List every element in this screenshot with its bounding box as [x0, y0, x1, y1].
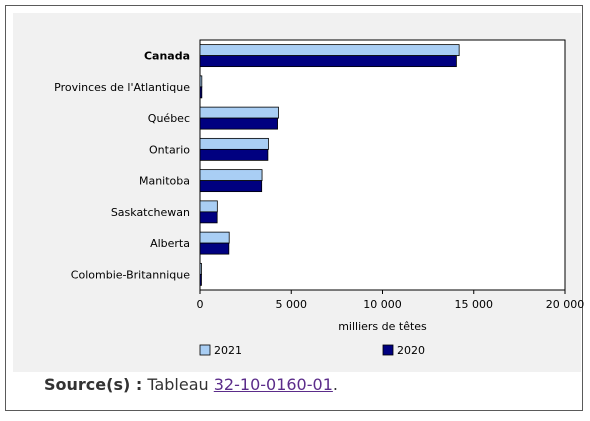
- bar-2020-saskatchewan: [199, 211, 218, 224]
- bar-2020-provinces-de-l-atlantique: [199, 86, 203, 99]
- source-text: Tableau: [147, 375, 214, 394]
- bar-2021-colombie-britannique: [199, 262, 202, 275]
- bar-2020-ontario: [199, 148, 269, 161]
- category-label: Saskatchewan: [111, 206, 190, 219]
- legend-swatch-2021: [199, 344, 211, 356]
- category-label: Ontario: [149, 143, 190, 156]
- category-label: Canada: [144, 50, 190, 63]
- bar-2021-canada: [199, 44, 460, 57]
- x-tick-label: 5 000: [276, 298, 308, 311]
- legend-swatch-2020: [382, 344, 394, 356]
- plot-area: [199, 39, 566, 291]
- bar-2021-manitoba: [199, 169, 263, 182]
- x-tick-label: 15 000: [455, 298, 494, 311]
- source-label: Source(s) :: [44, 375, 143, 394]
- x-tick-label: 10 000: [363, 298, 402, 311]
- bar-2021-qu-bec: [199, 106, 279, 119]
- bar-2020-manitoba: [199, 180, 263, 193]
- source-line: Source(s) : Tableau 32-10-0160-01.: [44, 375, 338, 394]
- bar-2020-canada: [199, 55, 457, 68]
- x-axis-label: milliers de têtes: [338, 320, 427, 333]
- category-label: Provinces de l'Atlantique: [54, 81, 190, 94]
- source-suffix: .: [332, 375, 338, 394]
- legend-label-2020: 2020: [397, 344, 425, 357]
- bar-2020-colombie-britannique: [199, 273, 202, 286]
- category-label: Colombie-Britannique: [71, 268, 190, 281]
- x-tick-label: 20 000: [546, 298, 585, 311]
- bar-2021-ontario: [199, 137, 269, 150]
- category-label: Québec: [148, 112, 190, 125]
- bar-2021-provinces-de-l-atlantique: [199, 75, 203, 88]
- bar-2021-saskatchewan: [199, 200, 218, 213]
- category-label: Alberta: [150, 237, 190, 250]
- category-label: Manitoba: [139, 175, 190, 188]
- bar-2020-qu-bec: [199, 117, 278, 130]
- bar-2020-alberta: [199, 242, 230, 255]
- source-table-link[interactable]: 32-10-0160-01: [213, 375, 333, 394]
- bar-2021-alberta: [199, 231, 230, 244]
- x-tick-label: 0: [197, 298, 204, 311]
- legend-label-2021: 2021: [214, 344, 242, 357]
